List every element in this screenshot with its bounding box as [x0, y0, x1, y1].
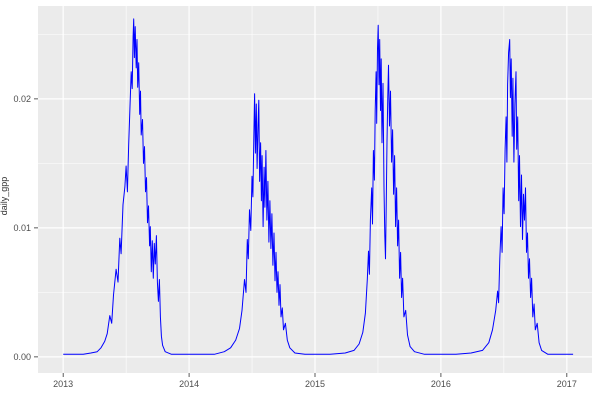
x-tick-label: 2016	[431, 379, 451, 389]
x-tick-label: 2014	[179, 379, 199, 389]
x-tick-label: 2015	[305, 379, 325, 389]
y-tick-label: 0.00	[13, 352, 31, 362]
x-tick-label: 2017	[557, 379, 577, 389]
y-tick-label: 0.02	[13, 94, 31, 104]
y-tick-label: 0.01	[13, 223, 31, 233]
data-line	[63, 18, 574, 355]
x-tick-label: 2013	[53, 379, 73, 389]
